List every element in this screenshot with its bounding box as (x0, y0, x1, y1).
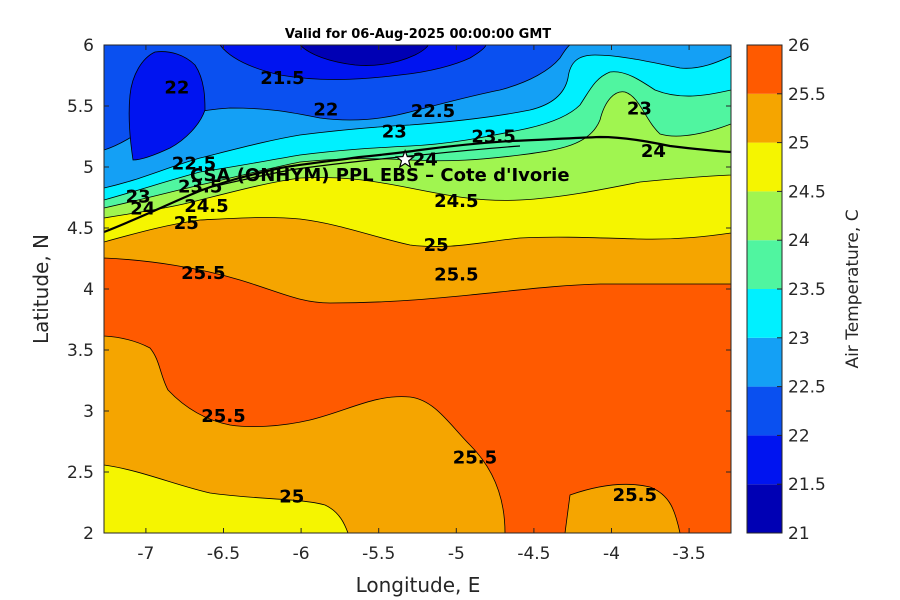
colorbar-tick-label: 24.5 (788, 182, 826, 202)
colorbar-swatch (747, 484, 782, 533)
y-tick-label: 6 (83, 36, 94, 56)
contour-label: 24 (413, 150, 438, 171)
y-tick-label: 5.5 (67, 97, 94, 117)
x-tick-label: -5 (448, 544, 465, 564)
contour-label: 23.5 (471, 127, 515, 148)
colorbar-swatch (747, 45, 782, 94)
contour-label: 23 (126, 186, 151, 207)
x-axis-label: Longitude, E (356, 573, 481, 597)
colorbar-swatch (747, 435, 782, 485)
contour-label: 23.5 (178, 177, 222, 198)
y-tick-label: 3.5 (67, 341, 94, 361)
site-label: CSA (ONHYM) PPL EBS – Cote d'Ivorie (190, 165, 570, 186)
contour-label: 24 (641, 141, 666, 162)
contour-label: 22.5 (172, 153, 216, 174)
colorbar-swatch (747, 386, 782, 436)
contour-label: 25.5 (613, 485, 657, 506)
colorbar-tick-label: 22 (788, 426, 810, 446)
x-tick-label: -3.5 (673, 544, 706, 564)
contour-label: 25.5 (181, 263, 225, 284)
colorbar-swatch (747, 191, 782, 241)
contour-label: 22.5 (411, 101, 455, 122)
y-axis-label: Latitude, N (29, 234, 53, 344)
contour-label: 25.5 (434, 264, 478, 285)
y-tick-label: 5 (83, 158, 94, 178)
colorbar-swatch (747, 289, 782, 338)
plot-area (104, 45, 731, 533)
y-tick-label: 2 (83, 524, 94, 544)
colorbar-tick-label: 24 (788, 231, 810, 251)
site-marker (394, 148, 416, 169)
contour-label: 24.5 (434, 191, 478, 212)
x-tick-label: -4 (603, 544, 620, 564)
contour-label: 21.5 (260, 68, 304, 89)
band-21 (299, 45, 429, 66)
contour-label: 23 (627, 98, 652, 119)
contour-label: 24.5 (184, 196, 228, 217)
y-tick-label: 2.5 (67, 463, 94, 483)
colorbar-swatch (747, 93, 782, 143)
contour-label: 25.5 (201, 406, 245, 427)
band-25-5 (104, 257, 731, 533)
band-24-5-south (104, 464, 349, 533)
y-axis: 22.533.544.555.56 (67, 36, 731, 544)
x-tick-label: -6 (293, 544, 310, 564)
y-tick-label: 3 (83, 402, 94, 422)
coastline-lagoon (199, 145, 521, 191)
contour-label: 25 (279, 486, 304, 507)
colorbar-swatch (747, 240, 782, 289)
contour-label: 25 (424, 235, 449, 256)
chart-title: Valid for 06-Aug-2025 00:00:00 GMT (285, 27, 551, 42)
y-tick-label: 4.5 (67, 219, 94, 239)
colorbar: 21 21.5 22 22.5 23 23.5 24 24.5 25 25.5 26 (746, 36, 826, 544)
colorbar-swatch (747, 142, 782, 192)
colorbar-swatch (747, 337, 782, 387)
colorbar-tick-label: 25 (788, 134, 810, 154)
x-axis: -7 -6.5 -6 -5.5 -5 -4.5 -4 -3.5 (137, 45, 706, 564)
contour-label: 22 (313, 100, 338, 121)
band-21-5-west (128, 51, 206, 161)
colorbar-tick-label: 25.5 (788, 85, 826, 105)
contour-label: 22 (164, 78, 189, 99)
x-tick-label: -4.5 (517, 544, 550, 564)
y-tick-label: 4 (83, 280, 94, 300)
colorbar-tick-label: 23.5 (788, 280, 826, 300)
x-tick-label: -6.5 (207, 544, 240, 564)
colorbar-label: Air Temperature, C (843, 209, 863, 368)
colorbar-tick-label: 23 (788, 329, 810, 349)
x-tick-label: -7 (137, 544, 154, 564)
contour-label: 23 (382, 122, 407, 143)
contour-label: 24 (130, 198, 155, 219)
colorbar-tick-label: 21 (788, 524, 810, 544)
colorbar-tick-label: 21.5 (788, 475, 826, 495)
colorbar-tick-label: 26 (788, 36, 810, 56)
contour-label: 25.5 (453, 447, 497, 468)
colorbar-tick-label: 22.5 (788, 378, 826, 398)
contour-label: 25 (174, 213, 199, 234)
x-tick-label: -5.5 (362, 544, 395, 564)
site-star-icon (394, 148, 416, 169)
